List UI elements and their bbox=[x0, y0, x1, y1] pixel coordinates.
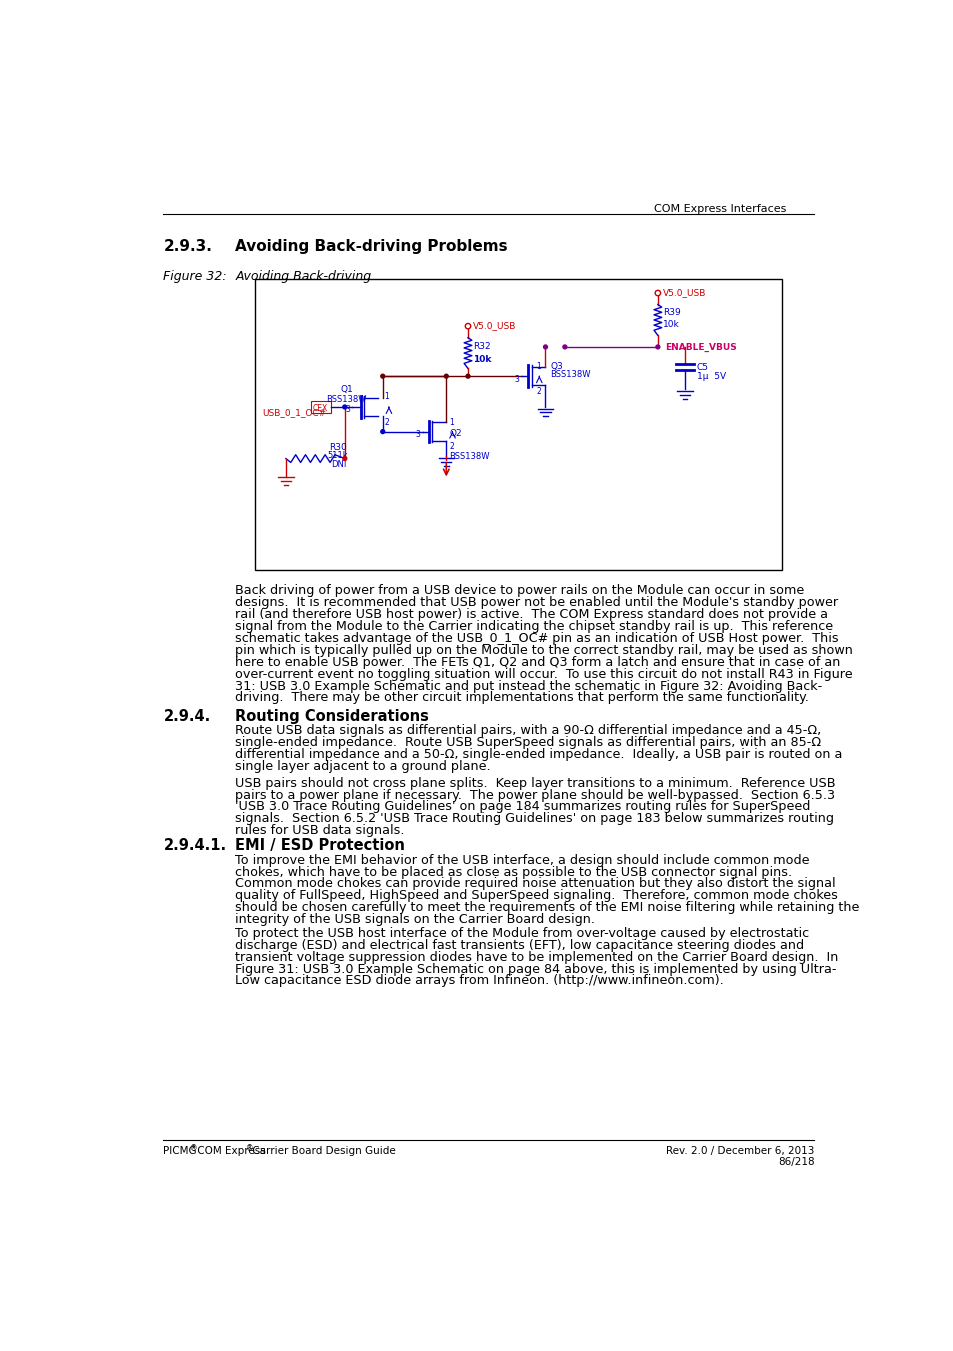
Text: EMI / ESD Protection: EMI / ESD Protection bbox=[235, 838, 405, 854]
Text: 3: 3 bbox=[415, 430, 419, 439]
Text: differential impedance and a 50-Ω, single-ended impedance.  Ideally, a USB pair : differential impedance and a 50-Ω, singl… bbox=[235, 748, 842, 761]
Circle shape bbox=[342, 457, 346, 461]
Text: rail (and therefore USB host power) is active.  The COM Express standard does no: rail (and therefore USB host power) is a… bbox=[235, 608, 827, 621]
Text: 2: 2 bbox=[449, 442, 454, 451]
Text: single-ended impedance.  Route USB SuperSpeed signals as differential pairs, wit: single-ended impedance. Route USB SuperS… bbox=[235, 736, 821, 750]
Text: USB pairs should not cross plane splits.  Keep layer transitions to a minimum.  : USB pairs should not cross plane splits.… bbox=[235, 777, 835, 789]
Text: here to enable USB power.  The FETs Q1, Q2 and Q3 form a latch and ensure that i: here to enable USB power. The FETs Q1, Q… bbox=[235, 655, 840, 669]
Text: 10k: 10k bbox=[473, 354, 492, 363]
Text: Common mode chokes can provide required noise attenuation but they also distort : Common mode chokes can provide required … bbox=[235, 877, 835, 890]
Text: single layer adjacent to a ground plane.: single layer adjacent to a ground plane. bbox=[235, 761, 491, 773]
Text: CEX: CEX bbox=[313, 404, 328, 413]
Text: ®: ® bbox=[245, 1144, 253, 1152]
Text: Avoiding Back-driving: Avoiding Back-driving bbox=[235, 270, 372, 282]
Text: 2: 2 bbox=[384, 417, 389, 427]
Text: Back driving of power from a USB device to power rails on the Module can occur i: Back driving of power from a USB device … bbox=[235, 584, 804, 597]
Text: ®: ® bbox=[190, 1144, 197, 1152]
Text: V5.0_USB: V5.0_USB bbox=[472, 322, 516, 331]
Text: Rev. 2.0 / December 6, 2013: Rev. 2.0 / December 6, 2013 bbox=[665, 1146, 814, 1156]
Text: signal from the Module to the Carrier indicating the chipset standby rail is up.: signal from the Module to the Carrier in… bbox=[235, 620, 833, 632]
Text: 1: 1 bbox=[536, 362, 540, 372]
Text: 2.9.3.: 2.9.3. bbox=[163, 239, 213, 254]
Text: driving.  There may be other circuit implementations that perform the same funct: driving. There may be other circuit impl… bbox=[235, 692, 808, 704]
Text: 2.9.4.: 2.9.4. bbox=[163, 709, 211, 724]
Text: designs.  It is recommended that USB power not be enabled until the Module's sta: designs. It is recommended that USB powe… bbox=[235, 596, 838, 609]
Text: signals.  Section 6.5.2 'USB Trace Routing Guidelines' on page 183 below summari: signals. Section 6.5.2 'USB Trace Routin… bbox=[235, 812, 834, 825]
Text: 3: 3 bbox=[345, 405, 350, 415]
Circle shape bbox=[380, 374, 384, 378]
Text: Route USB data signals as differential pairs, with a 90-Ω differential impedance: Route USB data signals as differential p… bbox=[235, 724, 821, 738]
Text: R39: R39 bbox=[662, 308, 680, 317]
Circle shape bbox=[562, 345, 566, 349]
Text: To protect the USB host interface of the Module from over-voltage caused by elec: To protect the USB host interface of the… bbox=[235, 927, 809, 940]
Text: C5: C5 bbox=[696, 363, 708, 372]
Text: Carrier Board Design Guide: Carrier Board Design Guide bbox=[249, 1146, 395, 1156]
Text: To improve the EMI behavior of the USB interface, a design should include common: To improve the EMI behavior of the USB i… bbox=[235, 854, 809, 866]
Circle shape bbox=[543, 345, 547, 349]
Text: DNI: DNI bbox=[331, 461, 346, 469]
Text: 'USB 3.0 Trace Routing Guidelines' on page 184 summarizes routing rules for Supe: 'USB 3.0 Trace Routing Guidelines' on pa… bbox=[235, 800, 810, 813]
Text: discharge (ESD) and electrical fast transients (EFT), low capacitance steering d: discharge (ESD) and electrical fast tran… bbox=[235, 939, 803, 951]
Text: over-current event no toggling situation will occur.  To use this circuit do not: over-current event no toggling situation… bbox=[235, 667, 852, 681]
Text: pairs to a power plane if necessary.  The power plane should be well-bypassed.  : pairs to a power plane if necessary. The… bbox=[235, 789, 835, 801]
Text: R32: R32 bbox=[473, 342, 491, 351]
Text: Q1: Q1 bbox=[340, 385, 353, 394]
Text: PICMG: PICMG bbox=[163, 1146, 197, 1156]
Text: 1: 1 bbox=[449, 417, 454, 427]
Text: Figure 32:: Figure 32: bbox=[163, 270, 227, 282]
Bar bbox=[311, 401, 331, 413]
Text: Low capacitance ESD diode arrays from Infineon. (http://www.infineon.com).: Low capacitance ESD diode arrays from In… bbox=[235, 974, 723, 988]
Text: 86/218: 86/218 bbox=[777, 1156, 814, 1167]
Text: 31: USB 3.0 Example Schematic and put instead the schematic in Figure 32: Avoidi: 31: USB 3.0 Example Schematic and put in… bbox=[235, 680, 821, 693]
Circle shape bbox=[342, 405, 346, 409]
Text: BSS138W: BSS138W bbox=[449, 451, 490, 461]
Text: 10k: 10k bbox=[662, 320, 679, 330]
Text: Routing Considerations: Routing Considerations bbox=[235, 709, 429, 724]
Text: ENABLE_VBUS: ENABLE_VBUS bbox=[665, 343, 737, 353]
Text: COM Express: COM Express bbox=[193, 1146, 265, 1156]
Text: 1μ  5V: 1μ 5V bbox=[696, 372, 725, 381]
Circle shape bbox=[380, 430, 384, 434]
Text: 2: 2 bbox=[536, 386, 540, 396]
Text: integrity of the USB signals on the Carrier Board design.: integrity of the USB signals on the Carr… bbox=[235, 913, 595, 927]
Text: BSS138W: BSS138W bbox=[326, 394, 366, 404]
Text: Q3: Q3 bbox=[550, 362, 562, 372]
Text: BSS138W: BSS138W bbox=[550, 370, 590, 380]
Text: Avoiding Back-driving Problems: Avoiding Back-driving Problems bbox=[235, 239, 508, 254]
Text: pin which is typically pulled up on the Module to the correct standby rail, may : pin which is typically pulled up on the … bbox=[235, 644, 853, 657]
Text: quality of FullSpeed, HighSpeed and SuperSpeed signaling.  Therefore, common mod: quality of FullSpeed, HighSpeed and Supe… bbox=[235, 889, 838, 902]
Text: 2.9.4.1.: 2.9.4.1. bbox=[163, 838, 226, 854]
Text: 511k: 511k bbox=[328, 451, 348, 459]
Text: 3: 3 bbox=[514, 374, 518, 384]
Text: USB_0_1_OC#: USB_0_1_OC# bbox=[261, 408, 326, 416]
Text: transient voltage suppression diodes have to be implemented on the Carrier Board: transient voltage suppression diodes hav… bbox=[235, 951, 838, 963]
Text: rules for USB data signals.: rules for USB data signals. bbox=[235, 824, 405, 838]
Text: schematic takes advantage of the USB_0_1_OC# pin as an indication of USB Host po: schematic takes advantage of the USB_0_1… bbox=[235, 632, 839, 644]
Text: COM Express Interfaces: COM Express Interfaces bbox=[654, 204, 785, 215]
Circle shape bbox=[444, 374, 448, 378]
Circle shape bbox=[656, 345, 659, 349]
Text: Q2: Q2 bbox=[449, 428, 461, 438]
Circle shape bbox=[466, 374, 470, 378]
Text: Figure 31: USB 3.0 Example Schematic on page 84 above, this is implemented by us: Figure 31: USB 3.0 Example Schematic on … bbox=[235, 962, 836, 975]
Text: V5.0_USB: V5.0_USB bbox=[661, 288, 705, 297]
Text: R30: R30 bbox=[329, 443, 347, 453]
Bar bbox=[254, 280, 781, 570]
Text: 1: 1 bbox=[384, 392, 389, 401]
Text: chokes, which have to be placed as close as possible to the USB connector signal: chokes, which have to be placed as close… bbox=[235, 866, 792, 878]
Text: should be chosen carefully to meet the requirements of the EMI noise filtering w: should be chosen carefully to meet the r… bbox=[235, 901, 859, 915]
